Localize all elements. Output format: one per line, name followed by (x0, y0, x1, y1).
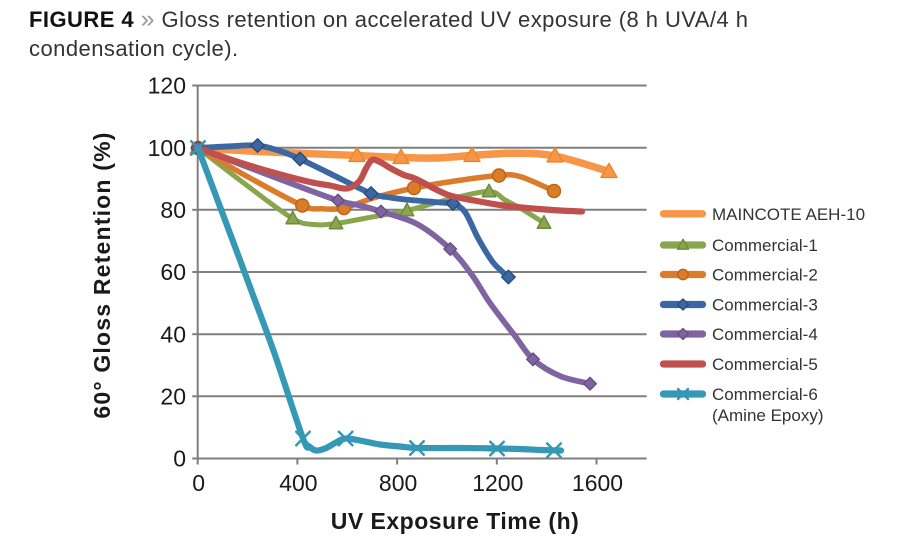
svg-text:UV Exposure Time (h): UV Exposure Time (h) (331, 508, 580, 534)
svg-text:0: 0 (173, 446, 186, 472)
svg-text:60° Gloss Retention (%): 60° Gloss Retention (%) (89, 131, 115, 418)
svg-text:100: 100 (148, 135, 186, 161)
svg-text:800: 800 (379, 470, 417, 496)
svg-text:MAINCOTE AEH-10: MAINCOTE AEH-10 (712, 205, 865, 224)
svg-text:1200: 1200 (472, 470, 523, 496)
svg-text:Commercial-2: Commercial-2 (712, 266, 818, 285)
svg-text:80: 80 (160, 197, 186, 223)
svg-text:Commercial-5: Commercial-5 (712, 355, 818, 374)
svg-text:40: 40 (160, 321, 186, 347)
svg-text:60: 60 (160, 259, 186, 285)
svg-text:400: 400 (279, 470, 317, 496)
svg-text:1600: 1600 (572, 470, 623, 496)
svg-text:0: 0 (192, 470, 205, 496)
svg-text:Commercial-1: Commercial-1 (712, 236, 818, 255)
svg-text:120: 120 (148, 73, 186, 99)
svg-text:(Amine Epoxy): (Amine Epoxy) (712, 406, 823, 425)
svg-text:Commercial-4: Commercial-4 (712, 325, 818, 344)
svg-text:Commercial-6: Commercial-6 (712, 385, 818, 404)
svg-text:20: 20 (160, 384, 186, 410)
svg-text:Commercial-3: Commercial-3 (712, 296, 818, 315)
